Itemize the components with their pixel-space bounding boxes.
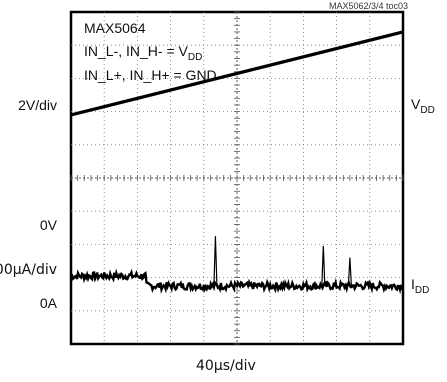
vdd-channel-main: V <box>411 96 421 112</box>
idd-spike-1 <box>213 236 218 286</box>
figure-id: MAX5062/3/4 toc03 <box>329 1 409 11</box>
traces <box>70 30 404 295</box>
idd-scale-label: 100µA/div <box>0 262 57 278</box>
idd-spike-3 <box>347 257 352 286</box>
annotation-condition-1-sub: DD <box>187 52 203 63</box>
vdd-ground-label: 0V <box>39 217 57 233</box>
idd-ground-label: 0A <box>39 295 57 311</box>
vdd-scale-label: 2V/div <box>18 97 57 113</box>
vdd-channel-sub: DD <box>420 105 435 116</box>
idd-channel-label: IDD <box>411 276 430 296</box>
idd-spike-2 <box>321 246 326 286</box>
annotation-condition-1: IN_L-, IN_H- = VDD <box>84 43 203 63</box>
timebase-label: 40µs/div <box>196 358 256 374</box>
idd-channel-sub: DD <box>414 285 430 296</box>
annotation-part: MAX5064 <box>84 20 146 36</box>
vdd-channel-label: VDD <box>411 96 435 116</box>
annotation-condition-2: IN_L+, IN_H+ = GND <box>84 67 217 83</box>
vdd-trace <box>70 30 404 117</box>
idd-trace <box>70 268 404 295</box>
idd-channel-main: I <box>411 276 415 292</box>
annotation-condition-1-main: IN_L-, IN_H- = V <box>84 43 188 59</box>
